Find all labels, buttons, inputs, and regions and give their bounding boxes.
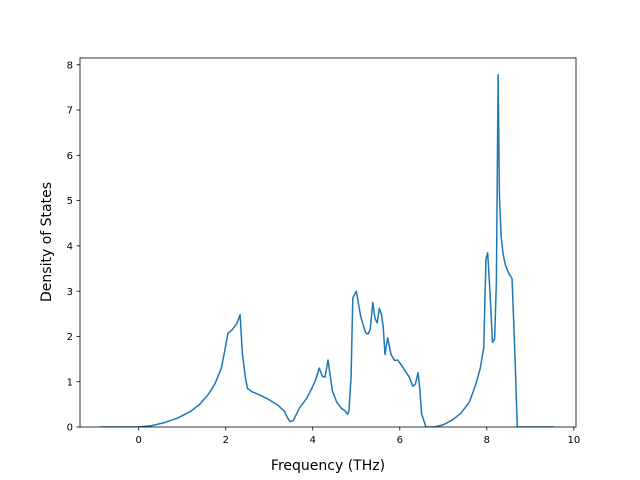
x-axis-label: Frequency (THz)	[271, 458, 385, 474]
y-tick-label: 5	[67, 196, 73, 207]
y-axis-label: Density of States	[39, 182, 55, 302]
y-tick-label: 0	[67, 423, 73, 434]
dos-series-line-0	[100, 74, 555, 427]
y-tick-label: 3	[67, 287, 73, 298]
axes: 0 2 4 6 8 10 0 1 2 3 4 5 6 7 8	[67, 57, 580, 446]
x-tick-label: 4	[310, 435, 316, 446]
x-tick-label: 10	[567, 435, 580, 446]
y-tick-label: 7	[67, 106, 73, 117]
y-tick-label: 1	[67, 377, 73, 388]
y-tick-label: 6	[67, 151, 73, 162]
x-tick-label: 8	[484, 435, 490, 446]
axes-frame	[79, 57, 577, 428]
x-tick-label: 6	[397, 435, 403, 446]
y-tick-label: 8	[67, 60, 73, 71]
x-tick-label: 2	[223, 435, 229, 446]
plot-area	[100, 74, 555, 427]
x-tick-label: 0	[136, 435, 142, 446]
y-tick-label: 4	[67, 241, 73, 252]
y-tick-label: 2	[67, 332, 73, 343]
